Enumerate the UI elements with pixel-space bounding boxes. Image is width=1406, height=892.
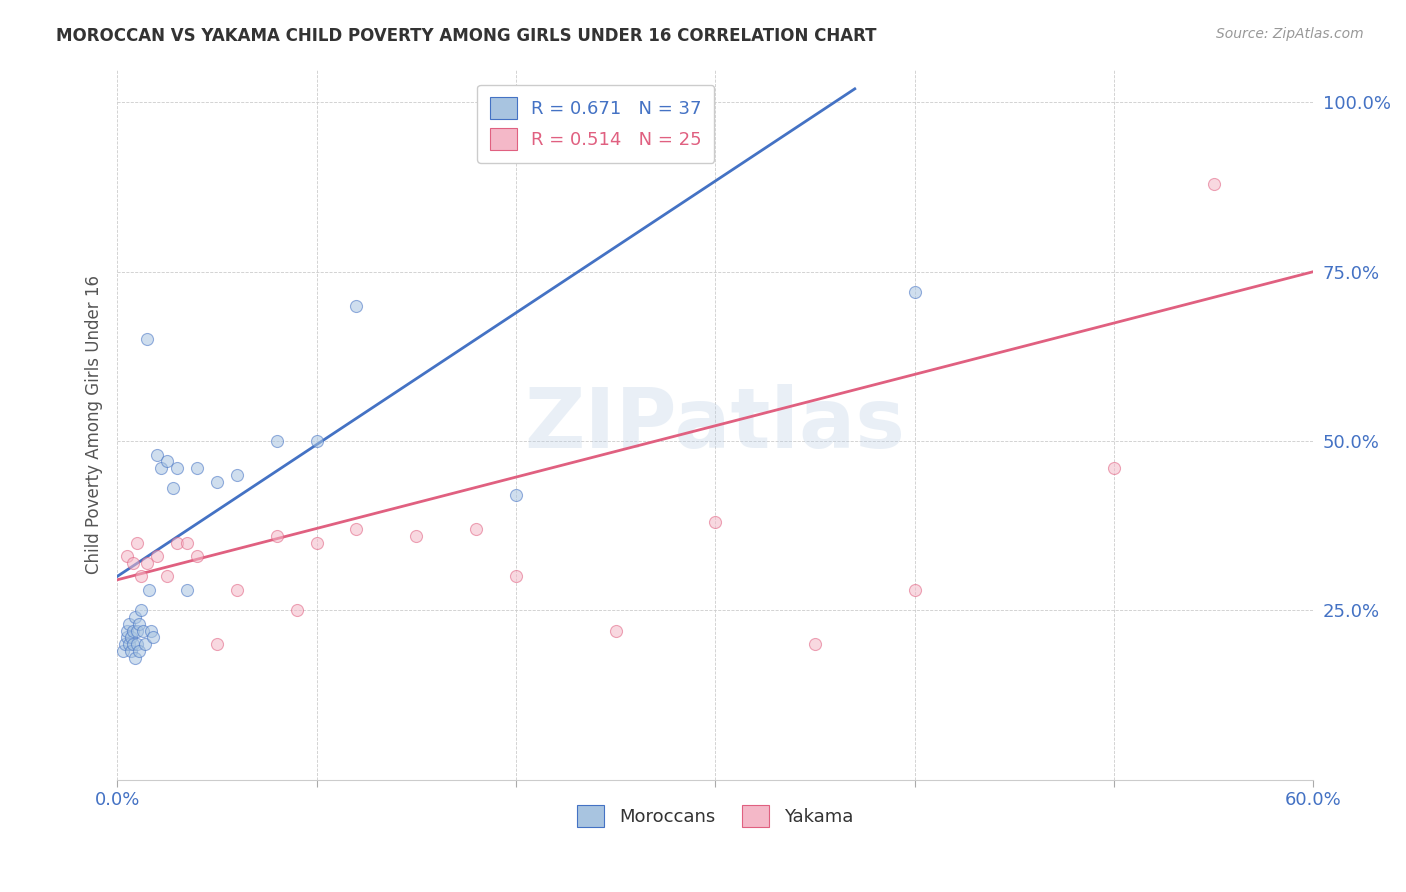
Point: [1102, 461, 1125, 475]
Point: [122, 556, 145, 570]
Point: [176, 535, 198, 549]
Point: [146, 549, 169, 563]
Point: [146, 448, 169, 462]
Point: [903, 285, 925, 299]
Point: [124, 650, 146, 665]
Point: [465, 522, 488, 536]
Point: [166, 461, 188, 475]
Point: [127, 624, 149, 638]
Point: [903, 582, 925, 597]
Point: [266, 434, 288, 448]
Point: [115, 549, 138, 563]
Point: [156, 569, 179, 583]
Point: [132, 624, 155, 638]
Text: ZIPatlas: ZIPatlas: [524, 384, 905, 465]
Point: [605, 624, 627, 638]
Point: [225, 467, 247, 482]
Point: [186, 549, 208, 563]
Point: [118, 616, 141, 631]
Point: [156, 454, 179, 468]
Point: [122, 624, 145, 638]
Point: [305, 434, 328, 448]
Point: [804, 637, 827, 651]
Point: [285, 603, 308, 617]
Legend: Moroccans, Yakama: Moroccans, Yakama: [569, 798, 860, 835]
Point: [129, 603, 152, 617]
Point: [142, 631, 165, 645]
Point: [150, 461, 173, 475]
Point: [405, 529, 427, 543]
Point: [704, 515, 727, 529]
Point: [205, 637, 228, 651]
Point: [120, 631, 142, 645]
Point: [176, 582, 198, 597]
Y-axis label: Child Poverty Among Girls Under 16: Child Poverty Among Girls Under 16: [86, 275, 103, 574]
Point: [505, 569, 527, 583]
Point: [186, 461, 208, 475]
Point: [138, 582, 160, 597]
Point: [124, 610, 146, 624]
Point: [344, 522, 367, 536]
Text: Source: ZipAtlas.com: Source: ZipAtlas.com: [1216, 27, 1364, 41]
Point: [122, 637, 145, 651]
Point: [127, 637, 149, 651]
Point: [1202, 177, 1225, 191]
Point: [112, 644, 135, 658]
Point: [127, 535, 149, 549]
Point: [134, 637, 156, 651]
Point: [166, 535, 188, 549]
Point: [162, 482, 184, 496]
Point: [128, 616, 150, 631]
Point: [136, 556, 159, 570]
Point: [114, 637, 136, 651]
Point: [139, 624, 162, 638]
Point: [115, 624, 138, 638]
Point: [305, 535, 328, 549]
Text: MOROCCAN VS YAKAMA CHILD POVERTY AMONG GIRLS UNDER 16 CORRELATION CHART: MOROCCAN VS YAKAMA CHILD POVERTY AMONG G…: [56, 27, 877, 45]
Point: [129, 569, 152, 583]
Point: [205, 475, 228, 489]
Point: [225, 582, 247, 597]
Point: [118, 637, 141, 651]
Point: [266, 529, 288, 543]
Point: [128, 644, 150, 658]
Point: [120, 644, 142, 658]
Point: [505, 488, 527, 502]
Point: [344, 299, 367, 313]
Point: [136, 333, 159, 347]
Point: [115, 631, 138, 645]
